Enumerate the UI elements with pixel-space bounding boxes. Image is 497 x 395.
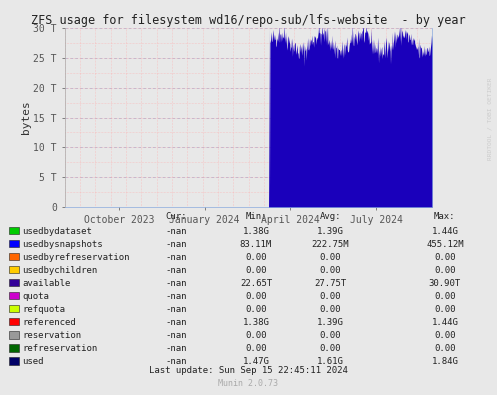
Text: 0.00: 0.00 <box>320 266 341 275</box>
Text: -nan: -nan <box>166 279 187 288</box>
Text: 0.00: 0.00 <box>320 331 341 340</box>
Text: 0.00: 0.00 <box>320 292 341 301</box>
Text: Last update: Sun Sep 15 22:45:11 2024: Last update: Sun Sep 15 22:45:11 2024 <box>149 366 348 375</box>
Text: usedbychildren: usedbychildren <box>22 266 97 275</box>
Text: 0.00: 0.00 <box>320 253 341 261</box>
Text: 27.75T: 27.75T <box>315 279 346 288</box>
Text: 0.00: 0.00 <box>245 344 267 353</box>
Text: 1.84G: 1.84G <box>431 357 458 366</box>
Text: quota: quota <box>22 292 49 301</box>
Text: Min:: Min: <box>245 212 267 221</box>
Text: 0.00: 0.00 <box>434 305 456 314</box>
Text: 83.11M: 83.11M <box>240 240 272 248</box>
Text: -nan: -nan <box>166 331 187 340</box>
Text: Munin 2.0.73: Munin 2.0.73 <box>219 379 278 387</box>
Text: 0.00: 0.00 <box>434 292 456 301</box>
Text: usedbydataset: usedbydataset <box>22 227 92 235</box>
Y-axis label: bytes: bytes <box>21 101 31 134</box>
Text: -nan: -nan <box>166 357 187 366</box>
Text: 1.44G: 1.44G <box>431 318 458 327</box>
Text: 0.00: 0.00 <box>434 266 456 275</box>
Text: Max:: Max: <box>434 212 456 221</box>
Text: -nan: -nan <box>166 253 187 261</box>
Text: 0.00: 0.00 <box>434 344 456 353</box>
Text: 0.00: 0.00 <box>245 253 267 261</box>
Text: usedbyrefreservation: usedbyrefreservation <box>22 253 130 261</box>
Text: 30.90T: 30.90T <box>429 279 461 288</box>
Text: Cur:: Cur: <box>166 212 187 221</box>
Text: 1.44G: 1.44G <box>431 227 458 235</box>
Text: -nan: -nan <box>166 227 187 235</box>
Text: 0.00: 0.00 <box>245 331 267 340</box>
Text: 22.65T: 22.65T <box>240 279 272 288</box>
Text: reservation: reservation <box>22 331 82 340</box>
Text: -nan: -nan <box>166 318 187 327</box>
Text: 0.00: 0.00 <box>320 305 341 314</box>
Text: available: available <box>22 279 71 288</box>
Text: 1.61G: 1.61G <box>317 357 344 366</box>
Text: 1.47G: 1.47G <box>243 357 269 366</box>
Text: refquota: refquota <box>22 305 66 314</box>
Text: 1.38G: 1.38G <box>243 227 269 235</box>
Text: 0.00: 0.00 <box>245 305 267 314</box>
Text: referenced: referenced <box>22 318 76 327</box>
Text: 1.39G: 1.39G <box>317 318 344 327</box>
Text: refreservation: refreservation <box>22 344 97 353</box>
Text: -nan: -nan <box>166 292 187 301</box>
Text: Avg:: Avg: <box>320 212 341 221</box>
Text: usedbysnapshots: usedbysnapshots <box>22 240 103 248</box>
Text: 222.75M: 222.75M <box>312 240 349 248</box>
Text: ZFS usage for filesystem wd16/repo-sub/lfs-website  - by year: ZFS usage for filesystem wd16/repo-sub/l… <box>31 14 466 27</box>
Text: -nan: -nan <box>166 240 187 248</box>
Text: -nan: -nan <box>166 344 187 353</box>
Text: 0.00: 0.00 <box>434 331 456 340</box>
Text: 0.00: 0.00 <box>320 344 341 353</box>
Text: 455.12M: 455.12M <box>426 240 464 248</box>
Text: 1.39G: 1.39G <box>317 227 344 235</box>
Text: 1.38G: 1.38G <box>243 318 269 327</box>
Text: 0.00: 0.00 <box>245 266 267 275</box>
Text: 0.00: 0.00 <box>245 292 267 301</box>
Text: -nan: -nan <box>166 266 187 275</box>
Text: RRDTOOL / TOBI OETIKER: RRDTOOL / TOBI OETIKER <box>487 77 492 160</box>
Text: 0.00: 0.00 <box>434 253 456 261</box>
Text: -nan: -nan <box>166 305 187 314</box>
Text: used: used <box>22 357 44 366</box>
